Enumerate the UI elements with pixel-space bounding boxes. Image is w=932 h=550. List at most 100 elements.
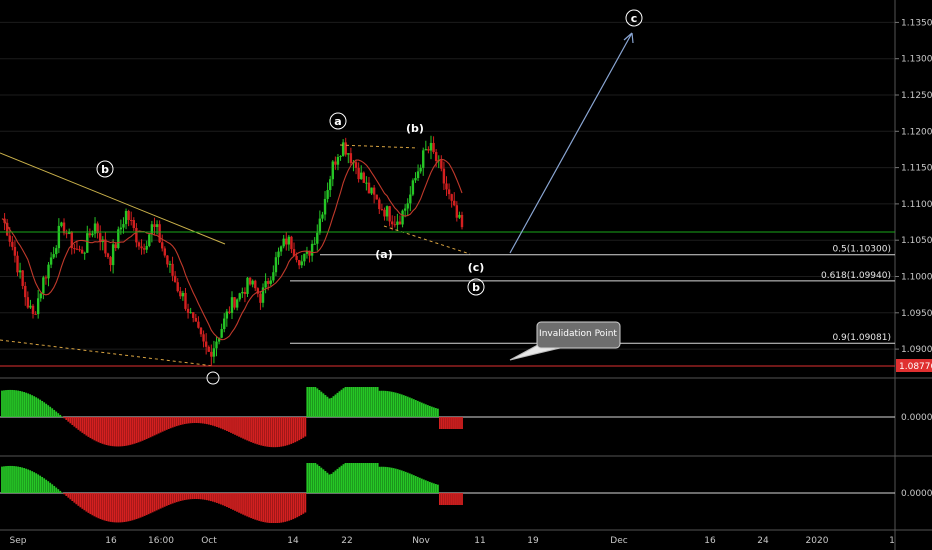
oscillator-2-bar <box>350 463 353 493</box>
candle <box>432 142 435 153</box>
candle <box>21 270 24 286</box>
oscillator-2-bar <box>21 467 23 493</box>
oscillator-2-bar <box>280 493 283 523</box>
oscillator-1-bar <box>45 403 48 417</box>
oscillator-2-bar <box>73 493 76 503</box>
oscillator-1-bar <box>332 396 335 417</box>
oscillator-1-bar <box>430 406 433 417</box>
oscillator-2-bar <box>354 463 357 493</box>
oscillator-2-bar <box>302 493 305 514</box>
candle <box>367 182 371 194</box>
oscillator-1-bar <box>338 391 341 417</box>
candle <box>44 277 48 279</box>
candle <box>8 235 11 242</box>
oscillator-2-bar <box>222 493 224 506</box>
oscillator-1-bar <box>447 417 449 429</box>
oscillator-1-bar <box>300 417 303 439</box>
oscillator-2-bar <box>445 493 447 505</box>
oscillator-2-bar <box>203 493 206 500</box>
oscillator-2-bar <box>256 493 259 521</box>
candle <box>217 337 221 342</box>
oscillator-2-bar <box>5 466 7 493</box>
oscillator-2-bar <box>276 493 279 523</box>
oscillator-1-bar <box>264 417 267 447</box>
oscillator-2-bar <box>121 493 124 523</box>
candle <box>230 297 234 313</box>
oscillator-2-bar <box>53 485 56 493</box>
oscillator-1-bar <box>181 417 184 425</box>
oscillator-1-bar <box>35 397 38 417</box>
candle <box>300 261 303 266</box>
candle <box>47 264 50 279</box>
oscillator-2-bar <box>284 493 287 522</box>
oscillator-1-bar <box>199 417 202 424</box>
oscillator-2-bar <box>210 493 212 502</box>
candle <box>442 168 446 184</box>
oscillator-1-bar <box>153 417 156 436</box>
oscillator-2-bar <box>187 493 190 500</box>
candle <box>186 308 190 313</box>
candle <box>106 253 110 258</box>
oscillator-1-bar <box>23 392 25 417</box>
candle <box>370 187 373 194</box>
candle <box>372 187 376 195</box>
candle <box>279 246 283 252</box>
candle <box>130 219 133 221</box>
oscillator-1-bar <box>432 407 435 417</box>
oscillator-1-bar <box>360 387 363 417</box>
oscillator-1-bar <box>15 390 17 417</box>
oscillator-2-bar <box>364 463 367 493</box>
oscillator-2-bar <box>99 493 102 520</box>
oscillator-1-bar <box>396 393 399 417</box>
oscillator-1-bar <box>252 417 254 443</box>
oscillator-2-bar <box>457 493 459 505</box>
oscillator-1-bar <box>212 417 214 426</box>
oscillator-2-bar <box>312 463 315 493</box>
candle <box>153 224 156 227</box>
oscillator-2-bar <box>449 493 451 505</box>
oscillator-1-bar <box>205 417 208 425</box>
candle <box>109 257 112 266</box>
candle <box>161 242 164 249</box>
time-tick-label: 22 <box>341 536 352 546</box>
oscillator-1-bar <box>286 417 289 446</box>
oscillator-2-bar <box>414 476 417 493</box>
candle <box>99 233 102 243</box>
oscillator-2-bar <box>57 489 60 493</box>
oscillator-2-bar <box>216 493 218 503</box>
price-tick-label: 1.13500 <box>901 18 932 28</box>
oscillator-2-bar <box>292 493 295 520</box>
candle <box>24 285 27 298</box>
oscillator-2-bar <box>71 493 74 501</box>
oscillator-1-bar <box>21 391 23 417</box>
oscillator-2-bar <box>107 493 110 522</box>
oscillator-2-bar <box>45 479 48 493</box>
oscillator-2-bar <box>19 466 21 493</box>
oscillator-2-bar <box>238 493 240 513</box>
oscillator-2-bar <box>288 493 291 521</box>
oscillator-2-bar <box>268 493 271 523</box>
oscillator-1-bar <box>434 408 437 417</box>
oscillator-2-bar <box>153 493 156 512</box>
moving-average-line <box>1 158 463 341</box>
oscillator-1-bar <box>410 398 413 417</box>
oscillator-2-bar <box>212 493 214 502</box>
oscillator-2-bar <box>31 471 34 493</box>
oscillator-1-bar <box>97 417 100 443</box>
candle <box>181 292 185 297</box>
oscillator-2-bar <box>189 493 192 500</box>
oscillator-2-bar <box>81 493 84 509</box>
oscillator-2-bar <box>318 466 321 493</box>
candle <box>396 221 399 225</box>
oscillator-1-bar <box>51 408 54 417</box>
oscillator-1-bar <box>5 390 7 417</box>
oscillator-2-bar <box>348 463 351 493</box>
oscillator-2-bar <box>382 466 385 493</box>
oscillator-2-bar <box>258 493 261 521</box>
oscillator-1-bar <box>352 387 355 417</box>
candle <box>419 167 422 172</box>
candle <box>155 224 159 227</box>
oscillator-1-bar <box>17 390 19 417</box>
candle <box>215 341 218 349</box>
